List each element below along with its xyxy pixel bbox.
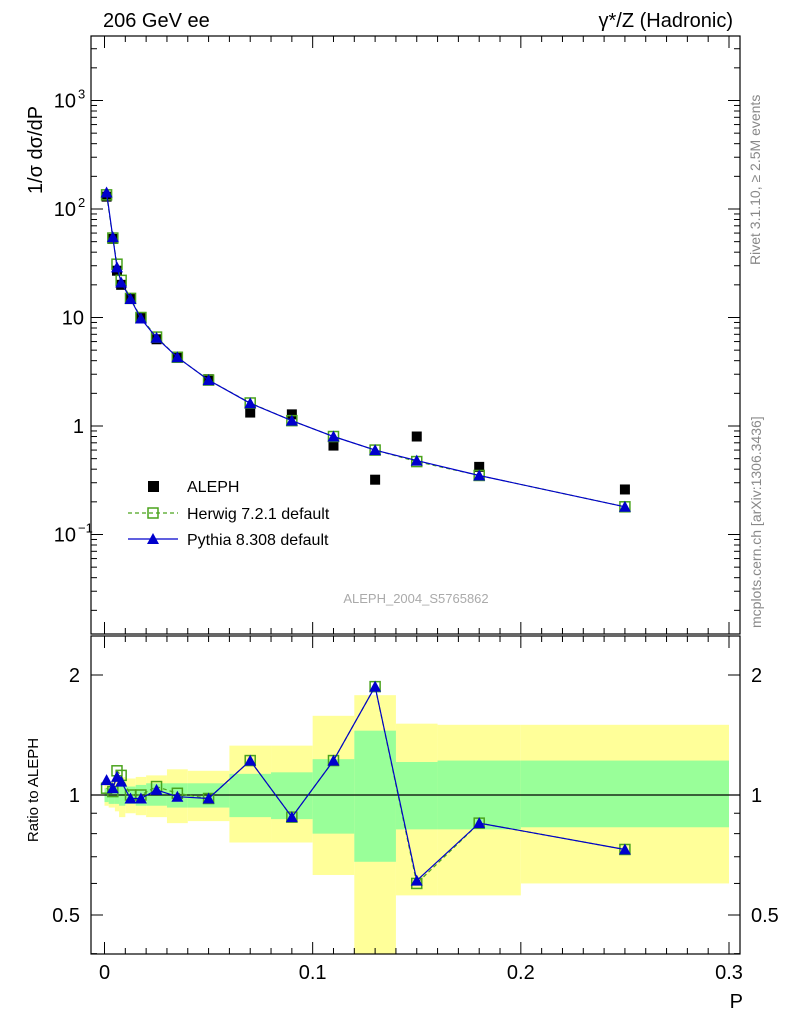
legend-marker-pythia (147, 533, 159, 544)
legend-marker-aleph (148, 481, 159, 492)
ratio-y-tick-label: 1 (69, 785, 80, 807)
ratio-y-tick-label-right: 2 (751, 665, 762, 687)
pythia-ratio-point (150, 783, 163, 795)
aleph-data-point (411, 431, 422, 442)
pythia-ratio-point (285, 811, 298, 823)
x-tick-label: 0 (99, 962, 110, 984)
pythia-main-point (410, 454, 423, 466)
x-tick-label: 0.2 (507, 962, 535, 984)
ratio-band-green (520, 760, 729, 828)
main-plot-frame (90, 35, 741, 635)
pythia-ratio-point (171, 790, 184, 802)
ratio-y-axis-title: Ratio to ALEPH (25, 738, 42, 842)
pythia-main-point (100, 186, 113, 198)
main-y-axis-title: 1/σ dσ/dP (25, 106, 47, 194)
main-y-tick-label-exponent: 2 (78, 195, 85, 210)
aleph-data-point (370, 474, 381, 485)
main-y-tick-label: 10 (54, 525, 76, 547)
mcplots-label: mcplots.cern.ch [arXiv:1306.3436] (748, 416, 764, 628)
pythia-main-point (110, 261, 123, 273)
main-y-tick-label: 10 (54, 199, 76, 221)
ratio-y-tick-label: 0.5 (52, 905, 80, 927)
herwig-main-line (106, 194, 626, 508)
aleph-data-point (286, 409, 297, 420)
main-y-tick-label-exponent: 3 (78, 87, 85, 102)
pythia-ratio-point (106, 782, 119, 794)
pythia-main-point (285, 414, 298, 426)
pythia-main-point (327, 430, 340, 442)
legend: ALEPH Herwig 7.2.1 default Pythia 8.308 … (128, 479, 330, 549)
analysis-id-watermark: ALEPH_2004_S5765862 (343, 591, 488, 606)
ratio-y-tick-label-right: 0.5 (751, 905, 779, 927)
ratio-band-green (312, 759, 355, 834)
aleph-data-point (328, 440, 339, 451)
pythia-main-point (618, 500, 631, 512)
pythia-ratio-point (410, 874, 423, 886)
ratio-axes: 0.5 0.5 1 1 2 2 0 0.1 0.2 0.3 (52, 636, 779, 984)
pythia-ratio-point (202, 792, 215, 804)
aleph-data-point (619, 484, 630, 495)
ratio-uncertainty-bands (91, 695, 740, 954)
pythia-ratio-point (244, 754, 257, 766)
legend-label-herwig: Herwig 7.2.1 default (187, 506, 330, 523)
ratio-series-layer (100, 680, 631, 890)
pythia-main-point (202, 374, 215, 386)
x-axis-title: P (730, 991, 743, 1013)
rivet-version-label: Rivet 3.1.10, ≥ 2.5M events (747, 95, 763, 265)
ratio-band-green (395, 761, 438, 830)
main-y-tick-label-exponent: −1 (78, 521, 93, 536)
aleph-data-point (245, 407, 256, 418)
main-y-tick-label: 10 (62, 308, 84, 330)
main-y-tick-label: 1 (73, 416, 84, 438)
legend-label-pythia: Pythia 8.308 default (187, 532, 329, 549)
pythia-main-point (134, 312, 147, 324)
pythia-ratio-point (115, 775, 128, 787)
pythia-main-point (171, 351, 184, 363)
aleph-data-point (474, 461, 485, 472)
pythia-main-line (106, 192, 626, 508)
pythia-ratio-point (100, 774, 113, 786)
main-y-tick-label: 10 (54, 91, 76, 113)
ratio-y-tick-label-right: 1 (751, 785, 762, 807)
pythia-main-point (473, 469, 486, 481)
pythia-ratio-point (124, 792, 137, 804)
pythia-main-point (124, 293, 137, 305)
pythia-main-point (106, 231, 119, 243)
main-series-layer (100, 186, 631, 513)
legend-marker-herwig (147, 507, 159, 519)
pythia-main-point (150, 331, 163, 343)
x-tick-label: 0.3 (715, 962, 743, 984)
ratio-y-tick-label: 2 (69, 665, 80, 687)
legend-label-aleph: ALEPH (187, 479, 239, 496)
ratio-band-green (354, 730, 396, 862)
pythia-main-point (369, 444, 382, 456)
pythia-ratio-point (473, 817, 486, 829)
pythia-ratio-point (327, 754, 340, 766)
header-right-label: γ*/Z (Hadronic) (599, 10, 733, 32)
pythia-ratio-point (134, 792, 147, 804)
x-tick-label: 0.1 (299, 962, 327, 984)
pythia-ratio-point (618, 843, 631, 855)
header-left-label: 206 GeV ee (103, 10, 210, 32)
pythia-ratio-point (369, 680, 382, 692)
pythia-main-point (115, 276, 128, 288)
pythia-main-point (244, 397, 257, 409)
